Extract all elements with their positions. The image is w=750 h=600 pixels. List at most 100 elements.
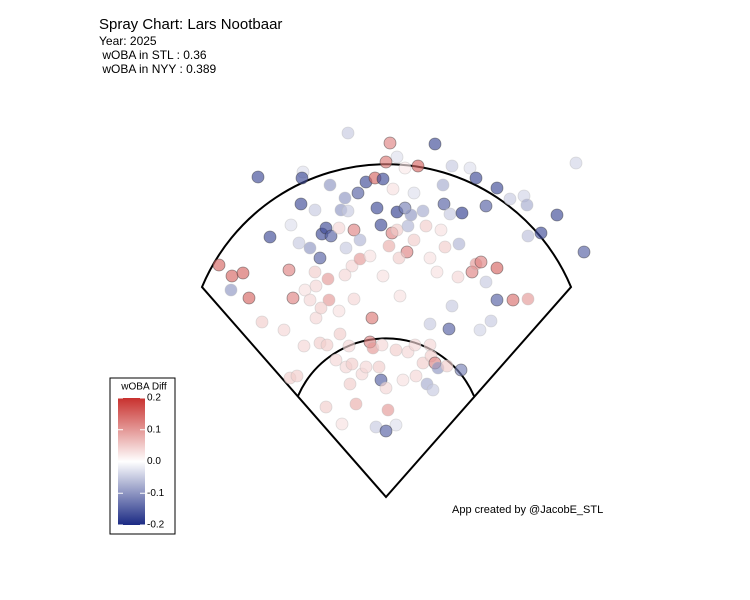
hit-point xyxy=(298,283,312,297)
hit-point xyxy=(375,338,389,352)
hit-point xyxy=(320,338,334,352)
hit-point xyxy=(390,150,404,164)
hit-point xyxy=(389,418,403,432)
hit-point xyxy=(224,283,238,297)
hit-point xyxy=(442,322,456,336)
hit-point xyxy=(409,369,423,383)
hit-point xyxy=(454,363,468,377)
hit-point xyxy=(365,311,379,325)
hit-point xyxy=(479,199,493,213)
hit-point xyxy=(309,311,323,325)
hit-point xyxy=(407,233,421,247)
hit-point xyxy=(423,317,437,331)
hit-point xyxy=(347,292,361,306)
hit-point xyxy=(423,251,437,265)
hit-point xyxy=(286,291,300,305)
hit-point xyxy=(376,172,390,186)
subtitle: Year: 2025 xyxy=(99,34,157,48)
hit-point xyxy=(550,208,564,222)
hit-point xyxy=(319,400,333,414)
hit-point xyxy=(569,156,583,170)
hit-point xyxy=(255,315,269,329)
caption: App created by @JacobE_STL xyxy=(452,504,603,516)
hit-point xyxy=(335,417,349,431)
hit-point xyxy=(295,171,309,185)
hit-point xyxy=(408,338,422,352)
hit-point xyxy=(437,197,451,211)
hit-point xyxy=(490,261,504,275)
hit-point xyxy=(455,206,469,220)
hit-point xyxy=(484,314,498,328)
hit-point xyxy=(308,265,322,279)
hit-point xyxy=(342,339,356,353)
hit-point xyxy=(324,229,338,243)
hit-point xyxy=(345,259,359,273)
hit-point xyxy=(370,201,384,215)
hit-point xyxy=(338,268,352,282)
outfield-outline xyxy=(200,163,573,499)
hit-point xyxy=(416,204,430,218)
colorbar-tick-label: 0.0 xyxy=(147,456,161,467)
hit-point xyxy=(343,377,357,391)
chart-title: Spray Chart: Lars Nootbaar xyxy=(99,16,282,33)
colorbar-ticks: 0.2 0.1 0.0 -0.1 -0.2 xyxy=(118,393,165,531)
hit-point xyxy=(490,181,504,195)
hit-point xyxy=(577,245,591,259)
hit-point xyxy=(445,159,459,173)
hit-point xyxy=(436,178,450,192)
hit-point xyxy=(372,360,386,374)
hit-point xyxy=(376,269,390,283)
hit-point xyxy=(297,339,311,353)
hit-point xyxy=(225,269,239,283)
hit-point xyxy=(534,226,548,240)
hit-point xyxy=(382,239,396,253)
hit-point xyxy=(341,126,355,140)
hit-point xyxy=(359,360,373,374)
hit-point xyxy=(353,233,367,247)
colorbar-tick-label: 0.2 xyxy=(147,393,161,404)
hit-point xyxy=(443,207,457,221)
hit-point xyxy=(407,186,421,200)
hit-point xyxy=(338,191,352,205)
hit-point xyxy=(381,403,395,417)
hit-point xyxy=(438,240,452,254)
hit-point xyxy=(332,221,346,235)
subtitle: wOBA in NYY : 0.389 xyxy=(99,62,217,76)
hit-point xyxy=(347,223,361,237)
hit-point xyxy=(363,249,377,263)
hit-point xyxy=(303,293,317,307)
hit-point xyxy=(263,230,277,244)
hit-point xyxy=(386,182,400,196)
hit-point xyxy=(379,381,393,395)
hit-point xyxy=(383,136,397,150)
hit-point xyxy=(520,198,534,212)
hit-point xyxy=(314,301,328,315)
hit-point xyxy=(463,161,477,175)
hit-point xyxy=(332,304,346,318)
hit-point xyxy=(303,241,317,255)
colorbar-tick-label: -0.1 xyxy=(147,488,165,499)
hit-point xyxy=(236,266,250,280)
hit-point xyxy=(479,275,493,289)
hit-point xyxy=(419,219,433,233)
hit-point xyxy=(452,237,466,251)
hit-point xyxy=(374,218,388,232)
hit-point xyxy=(434,223,448,237)
hit-point xyxy=(294,197,308,211)
hit-point xyxy=(506,293,520,307)
hit-point xyxy=(473,323,487,337)
hit-point xyxy=(423,338,437,352)
hit-point xyxy=(379,155,393,169)
hit-point xyxy=(490,293,504,307)
hit-point xyxy=(393,289,407,303)
hit-point xyxy=(411,159,425,173)
hit-point xyxy=(430,265,444,279)
points xyxy=(212,126,591,438)
subtitle: wOBA in STL : 0.36 xyxy=(99,48,207,62)
legend-title: wOBA Diff xyxy=(120,382,167,393)
hit-point xyxy=(277,323,291,337)
hit-point xyxy=(321,272,335,286)
hit-point xyxy=(392,251,406,265)
hit-point xyxy=(521,229,535,243)
hit-point xyxy=(440,359,454,373)
